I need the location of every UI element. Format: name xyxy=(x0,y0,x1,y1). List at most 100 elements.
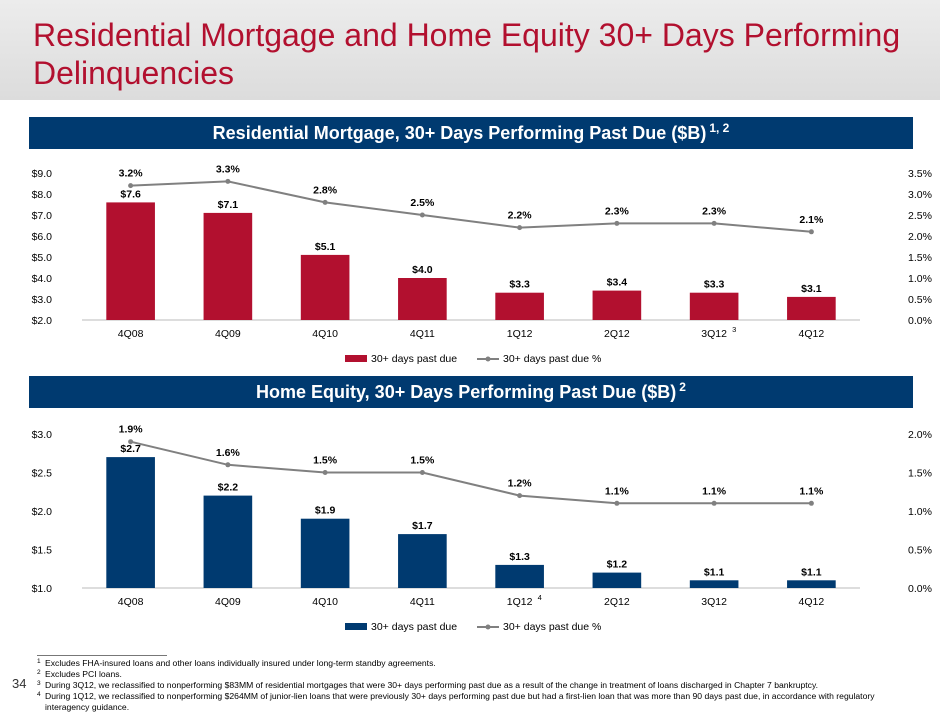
y-tick-label: $2.5 xyxy=(32,468,53,480)
footnote-3: 3 During 3Q12, we reclassified to nonperf… xyxy=(37,680,818,690)
bar xyxy=(398,534,447,588)
percent-value-label: 3.2% xyxy=(119,168,144,180)
percent-value-label: 1.1% xyxy=(702,485,727,497)
percent-value-label: 2.5% xyxy=(410,197,435,209)
bar-value-label: $2.2 xyxy=(218,482,239,494)
y-tick-label: $1.5 xyxy=(32,545,53,557)
y2-tick-label: 1.5% xyxy=(908,252,932,264)
bar-value-label: $1.1 xyxy=(801,566,822,578)
page-number: 34 xyxy=(12,676,27,691)
bar-value-label: $7.6 xyxy=(120,188,141,200)
bar xyxy=(592,572,642,588)
footnote-2: 2 Excludes PCI loans. xyxy=(37,669,122,679)
percent-value-label: 1.6% xyxy=(216,447,241,459)
bar xyxy=(787,580,836,588)
bar xyxy=(398,278,447,320)
percent-value-label: 1.9% xyxy=(119,424,144,436)
bar xyxy=(495,564,544,588)
mortgage-chart-banner: Residential Mortgage, 30+ Days Performin… xyxy=(29,117,913,149)
y-tick-label: $7.0 xyxy=(32,210,53,222)
mortgage-chart: $2.0 $3.0 $4.0 $5.0 $6.0 $7.0 $8.0 $9.0 0.0% 0.5%… xyxy=(32,163,932,365)
y2-tick-label: 0.5% xyxy=(908,294,932,306)
x-tick-label: 4Q11 xyxy=(410,328,435,340)
line-point xyxy=(225,462,231,468)
x-tick-label: 4Q08 xyxy=(118,328,144,340)
x-tick-label: 1Q12 xyxy=(507,328,533,340)
home-equity-chart-title: Home Equity, 30+ Days Performing Past Du… xyxy=(256,382,677,402)
y-tick-label: $8.0 xyxy=(32,189,53,201)
y2-tick-label: 3.5% xyxy=(908,168,932,180)
bar xyxy=(106,457,155,588)
home-equity-chart: $1.0 $1.5 $2.0 $2.5 $3.0 0.0% 0.5% 1.0% 1.5% 2.0%… xyxy=(32,424,932,633)
y2-tick-label: 3.0% xyxy=(908,189,932,201)
bar-value-label: $4.0 xyxy=(412,264,433,276)
line-point xyxy=(128,183,134,189)
line-point xyxy=(711,220,717,226)
x-tick-label: 3Q12 xyxy=(701,596,727,608)
y2-tick-label: 2.0% xyxy=(908,231,932,243)
bar xyxy=(689,580,739,588)
bar xyxy=(495,292,544,320)
percent-value-label: 1.5% xyxy=(410,455,435,467)
bar xyxy=(203,495,253,588)
x-tick-label: 4Q12 xyxy=(799,596,825,608)
mortgage-chart-title-note: 1, 2 xyxy=(709,121,730,135)
footnote-divider xyxy=(37,655,167,656)
percent-value-label: 2.3% xyxy=(605,205,630,217)
y-tick-label: $9.0 xyxy=(32,168,53,180)
bar xyxy=(689,292,739,320)
line-point xyxy=(808,229,814,235)
y2-tick-label: 0.5% xyxy=(908,545,932,557)
y-tick-label: $1.0 xyxy=(32,583,53,595)
line-point xyxy=(614,500,620,506)
x-tick-label: 2Q12 xyxy=(604,328,630,340)
bar xyxy=(787,296,836,320)
bar xyxy=(592,290,642,320)
bar-value-label: $2.7 xyxy=(120,443,141,455)
x-tick-note: 4 xyxy=(538,593,542,602)
y2-tick-label: 1.5% xyxy=(908,468,932,480)
line-point xyxy=(614,220,620,226)
x-tick-label: 2Q12 xyxy=(604,596,630,608)
bar-value-label: $5.1 xyxy=(315,241,336,253)
line-point xyxy=(322,470,328,475)
footnote-1: 1 Excludes FHA-insured loans and other lo… xyxy=(37,658,436,668)
footnote-4: 4 During 1Q12, we reclassified to nonperf… xyxy=(37,691,875,712)
x-tick-label: 4Q09 xyxy=(215,596,241,608)
bar xyxy=(300,254,350,320)
line-point xyxy=(225,178,231,184)
percent-value-label: 3.3% xyxy=(216,163,241,175)
percent-value-label: 1.1% xyxy=(799,485,824,497)
y2-tick-label: 0.0% xyxy=(908,315,932,327)
y2-tick-label: 1.0% xyxy=(908,506,932,518)
page-title: Residential Mortgage and Home Equity 30+… xyxy=(33,17,901,91)
percent-value-label: 1.2% xyxy=(508,478,533,490)
bar-value-label: $3.3 xyxy=(509,279,530,291)
legend-line-label: 30+ days past due % xyxy=(503,353,601,365)
x-tick-note: 3 xyxy=(732,325,736,334)
percent-value-label: 1.1% xyxy=(605,485,630,497)
y-tick-label: $5.0 xyxy=(32,252,53,264)
bar-value-label: $7.1 xyxy=(218,199,239,211)
y2-tick-label: 1.0% xyxy=(908,273,932,285)
y2-tick-label: 0.0% xyxy=(908,583,932,595)
line-point xyxy=(711,500,717,506)
bar-value-label: $1.1 xyxy=(704,566,725,578)
legend-line-label: 30+ days past due % xyxy=(503,621,601,633)
y2-tick-label: 2.0% xyxy=(908,429,932,441)
y-tick-label: $6.0 xyxy=(32,231,53,243)
bar-value-label: $3.4 xyxy=(607,277,628,289)
percent-value-label: 2.2% xyxy=(508,210,533,222)
percent-line xyxy=(130,180,812,233)
percent-line xyxy=(130,440,812,505)
legend-line-marker xyxy=(485,356,491,362)
line-point xyxy=(419,212,425,218)
x-tick-label: 4Q12 xyxy=(799,328,825,340)
percent-value-label: 2.3% xyxy=(702,205,727,217)
percent-value-label: 1.5% xyxy=(313,455,338,467)
x-tick-label: 4Q09 xyxy=(215,328,241,340)
y-tick-label: $3.0 xyxy=(32,294,53,306)
home-equity-chart-title-note: 2 xyxy=(679,380,686,394)
percent-value-label: 2.1% xyxy=(799,214,824,226)
x-tick-label: 4Q08 xyxy=(118,596,144,608)
